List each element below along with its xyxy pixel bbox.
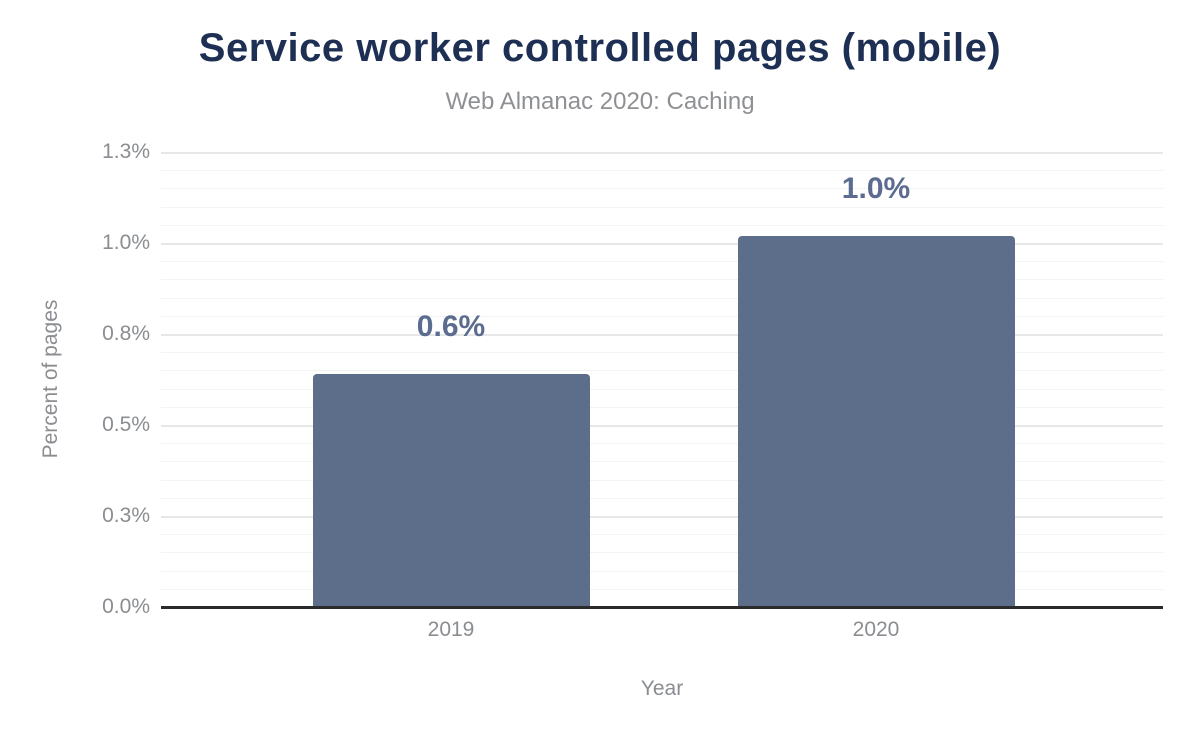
- minor-gridline: [161, 207, 1163, 208]
- y-tick-label: 1.3%: [102, 140, 150, 163]
- minor-gridline: [161, 443, 1163, 444]
- minor-gridline: [161, 571, 1163, 572]
- minor-gridline: [161, 461, 1163, 462]
- minor-gridline: [161, 498, 1163, 499]
- minor-gridline: [161, 370, 1163, 371]
- minor-gridline: [161, 225, 1163, 226]
- minor-gridline: [161, 352, 1163, 353]
- major-gridline: [161, 334, 1163, 336]
- major-gridline: [161, 425, 1163, 427]
- x-tick-label: 2020: [852, 618, 900, 641]
- bar-value-label: 1.0%: [841, 172, 911, 205]
- x-tick-label: 2019: [427, 618, 475, 641]
- bar-2019[interactable]: [312, 374, 590, 607]
- minor-gridline: [161, 279, 1163, 280]
- minor-gridline: [161, 534, 1163, 535]
- y-tick-label: 0.0%: [102, 595, 150, 618]
- bar-value-label: 0.6%: [416, 310, 486, 343]
- y-tick-label: 0.5%: [102, 413, 150, 436]
- minor-gridline: [161, 589, 1163, 590]
- major-gridline: [161, 516, 1163, 518]
- x-axis-baseline: [161, 606, 1163, 609]
- y-tick-label: 0.3%: [102, 504, 150, 527]
- minor-gridline: [161, 298, 1163, 299]
- minor-gridline: [161, 480, 1163, 481]
- minor-gridline: [161, 170, 1163, 171]
- chart-title: Service worker controlled pages (mobile): [198, 26, 1002, 70]
- major-gridline: [161, 243, 1163, 245]
- bar-2020[interactable]: [737, 236, 1015, 607]
- chart-subtitle: Web Almanac 2020: Caching: [445, 88, 755, 115]
- minor-gridline: [161, 316, 1163, 317]
- major-gridline: [161, 152, 1163, 154]
- minor-gridline: [161, 188, 1163, 189]
- y-tick-label: 0.8%: [102, 322, 150, 345]
- minor-gridline: [161, 552, 1163, 553]
- x-axis-title: Year: [640, 677, 684, 700]
- minor-gridline: [161, 389, 1163, 390]
- y-tick-label: 1.0%: [102, 231, 150, 254]
- minor-gridline: [161, 261, 1163, 262]
- y-axis-title: Percent of pages: [39, 299, 62, 459]
- minor-gridline: [161, 407, 1163, 408]
